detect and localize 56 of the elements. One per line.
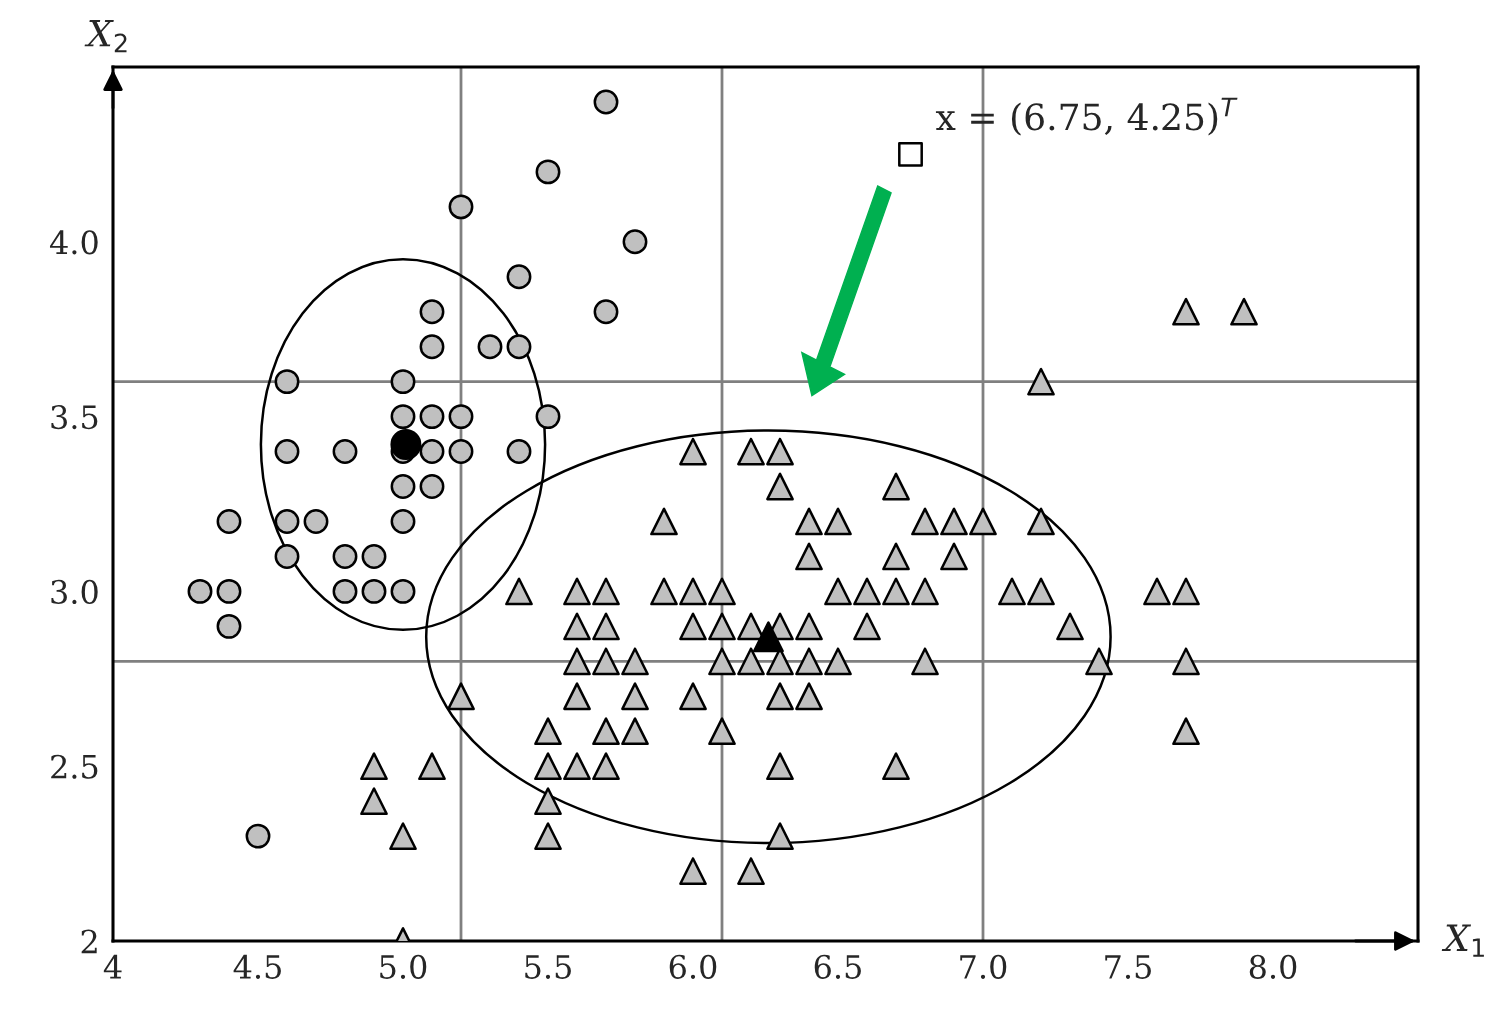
point [332, 543, 358, 569]
point [216, 578, 242, 604]
x-axis-title: X$_{1}$ [1441, 924, 1484, 957]
point [187, 578, 213, 604]
x-tick-label: 5.0 [380, 954, 427, 979]
y-tick-label: 2.5 [51, 754, 98, 779]
point [274, 509, 300, 534]
x-tick-label: 4 [103, 954, 122, 979]
point [593, 299, 619, 325]
point [216, 509, 242, 534]
point [390, 404, 416, 430]
y-tick-label: 3.0 [51, 579, 98, 604]
point [506, 264, 532, 290]
y-axis-title: X$_{2}$ [84, 20, 127, 53]
point [535, 404, 561, 430]
point [332, 439, 358, 465]
point [390, 474, 416, 499]
point [419, 474, 445, 499]
point [752, 621, 784, 653]
point [506, 439, 532, 465]
point [245, 823, 271, 849]
x-tick-label: 6.5 [814, 954, 861, 979]
point [477, 334, 503, 360]
point [448, 439, 474, 465]
point [390, 578, 416, 604]
x-tick-label: 4.5 [233, 954, 281, 979]
y-tick-label: 3.5 [51, 405, 98, 430]
point [390, 429, 422, 461]
point [216, 613, 242, 639]
point [419, 404, 445, 430]
point [274, 369, 300, 395]
y-tick-label: 4.0 [49, 230, 98, 255]
point [622, 229, 648, 255]
x-tick-label: 5.5 [525, 955, 571, 979]
x-tick-label: 7.0 [960, 954, 1007, 979]
point [332, 578, 358, 604]
point [448, 404, 474, 430]
point [419, 334, 445, 360]
point [303, 509, 329, 534]
point [506, 334, 532, 360]
point [535, 159, 561, 185]
point [274, 439, 300, 465]
point [361, 543, 387, 569]
x-tick-label: 7.5 [1105, 955, 1151, 979]
point [390, 369, 416, 395]
point [898, 141, 923, 167]
point [419, 299, 445, 325]
x-tick-label: 6.0 [669, 954, 717, 979]
x-tick-label: 8.0 [1249, 954, 1297, 979]
point [274, 543, 300, 569]
point [593, 89, 619, 115]
point [419, 439, 445, 465]
point [390, 509, 416, 534]
point [448, 194, 474, 220]
point [361, 578, 387, 604]
y-tick-label: 2 [81, 929, 97, 954]
